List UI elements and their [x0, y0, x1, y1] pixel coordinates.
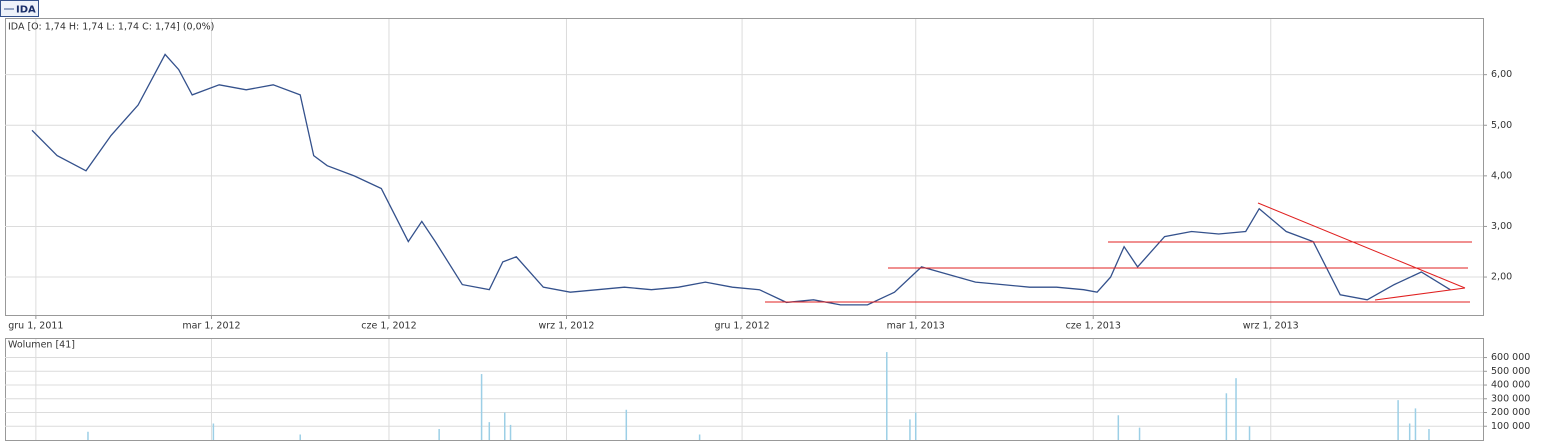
- volume-bar: [1235, 378, 1237, 440]
- x-tick-label: cze 1, 2012: [361, 321, 416, 332]
- volume-bar: [1225, 393, 1228, 440]
- y-tick-label: 3,00: [1491, 221, 1512, 232]
- price-header: IDA [O: 1,74 H: 1,74 L: 1,74 C: 1,74] (0…: [8, 22, 214, 33]
- volume-header: Wolumen [41]: [8, 340, 75, 351]
- trend-lines: [765, 202, 1472, 303]
- volume-bar: [480, 374, 483, 440]
- x-tick-label: gru 1, 2011: [8, 321, 63, 332]
- volume-bar: [1414, 408, 1417, 440]
- price-panel: [5, 18, 1484, 316]
- volume-bar: [1117, 415, 1120, 440]
- legend-label[interactable]: IDA: [16, 5, 36, 16]
- y-tick-label: 6,00: [1491, 69, 1512, 80]
- y-tick-label: 400 000: [1491, 380, 1530, 391]
- volume-bar: [212, 423, 215, 440]
- volume-bar: [299, 434, 301, 440]
- x-tick-label: gru 1, 2012: [714, 321, 769, 332]
- volume-bar: [1248, 426, 1251, 440]
- x-tick-label: mar 1, 2013: [887, 321, 945, 332]
- volume-bar: [509, 424, 512, 440]
- volume-bar: [886, 352, 888, 440]
- y-tick-label: 100 000: [1491, 421, 1530, 432]
- legend-button[interactable]: [0, 0, 39, 17]
- y-tick-label: 2,00: [1491, 272, 1512, 283]
- volume-bar: [1428, 429, 1430, 440]
- trend-line: [1374, 287, 1466, 301]
- y-tick-label: 4,00: [1491, 170, 1512, 181]
- volume-bar: [1397, 400, 1399, 440]
- volume-bar: [87, 431, 89, 440]
- volume-panel: [5, 338, 1484, 441]
- y-tick-label: 600 000: [1491, 352, 1530, 363]
- x-tick-label: cze 1, 2013: [1066, 321, 1121, 332]
- trend-line: [1257, 202, 1466, 289]
- price-line: [31, 53, 1451, 306]
- y-tick-label: 200 000: [1491, 407, 1530, 418]
- plot-layer: gru 1, 2011 mar 1, 2012 cze 1, 2012 wrz 1, …: [5, 19, 1530, 440]
- volume-bar: [1138, 427, 1141, 440]
- volume-bar: [1408, 423, 1411, 440]
- x-tick-label: mar 1, 2012: [182, 321, 240, 332]
- x-tick-label: wrz 1, 2013: [1243, 321, 1299, 332]
- volume-bar: [909, 419, 911, 440]
- volume-bar: [914, 412, 917, 440]
- volume-bar: [438, 429, 440, 440]
- y-tick-label: 300 000: [1491, 393, 1530, 404]
- volume-bar: [625, 409, 628, 440]
- y-tick-label: 5,00: [1491, 120, 1512, 131]
- volume-bar: [698, 434, 701, 440]
- x-tick-label: wrz 1, 2012: [539, 321, 595, 332]
- volume-bar: [488, 422, 491, 440]
- volume-bar: [503, 412, 506, 440]
- y-tick-label: 500 000: [1491, 366, 1530, 377]
